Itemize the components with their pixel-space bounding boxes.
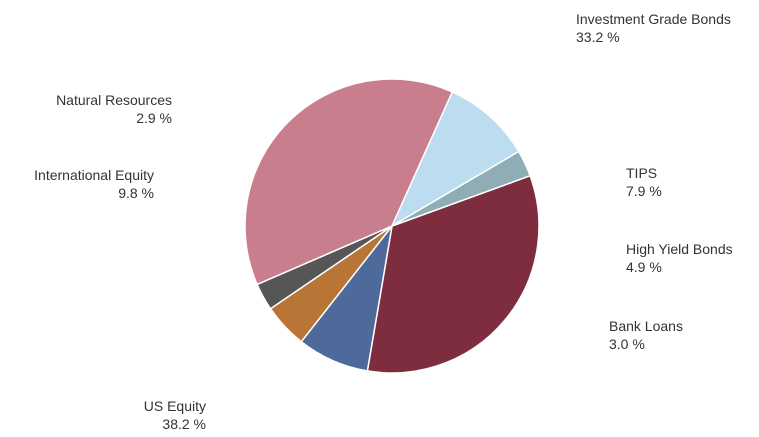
label-high-yield-bonds-value: 4.9 % [626, 259, 662, 275]
pie-slice-investment-grade-bonds [366, 174, 540, 374]
label-investment-grade-bonds: Investment Grade Bonds 33.2 % [576, 10, 731, 46]
label-tips: TIPS 7.9 % [626, 164, 662, 200]
label-international-equity: International Equity 9.8 % [4, 166, 154, 202]
label-us-equity: US Equity 38.2 % [96, 397, 206, 433]
label-bank-loans: Bank Loans 3.0 % [609, 317, 683, 353]
pie-slices [244, 78, 540, 374]
label-bank-loans-name: Bank Loans [609, 318, 683, 334]
label-investment-grade-bonds-value: 33.2 % [576, 29, 620, 45]
label-us-equity-name: US Equity [143, 398, 206, 414]
label-investment-grade-bonds-name: Investment Grade Bonds [576, 11, 731, 27]
label-natural-resources: Natural Resources 2.9 % [20, 91, 172, 127]
label-high-yield-bonds-name: High Yield Bonds [626, 241, 733, 257]
label-international-equity-value: 9.8 % [118, 185, 154, 201]
label-bank-loans-value: 3.0 % [609, 336, 645, 352]
label-natural-resources-value: 2.9 % [136, 110, 172, 126]
label-tips-name: TIPS [626, 165, 658, 181]
pie-slice-natural-resources [391, 150, 532, 227]
label-us-equity-value: 38.2 % [162, 416, 206, 432]
label-natural-resources-name: Natural Resources [56, 92, 172, 108]
label-tips-value: 7.9 % [626, 183, 662, 199]
pie-slice-us-equity [244, 78, 454, 286]
label-international-equity-name: International Equity [34, 167, 154, 183]
pie-slice-international-equity [390, 90, 520, 228]
label-high-yield-bonds: High Yield Bonds 4.9 % [626, 240, 733, 276]
